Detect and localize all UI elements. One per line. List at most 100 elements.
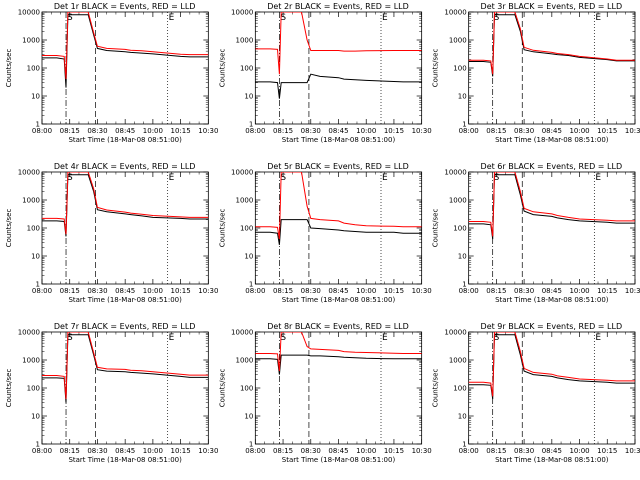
- marker-label-S: S: [67, 173, 73, 183]
- x-tick-label: 08:00: [459, 287, 479, 295]
- x-tick-label: 10:00: [569, 287, 589, 295]
- x-tick-label: 08:15: [273, 447, 293, 455]
- marker-label-S: S: [280, 173, 286, 183]
- panel-title: Det 8r BLACK = Events, RED = LLD: [267, 322, 409, 331]
- x-tick-label: 10:15: [384, 127, 404, 135]
- y-tick-label: 1000: [22, 197, 40, 205]
- detector-panel-1: Det 1r BLACK = Events, RED = LLD 1 10 100 10…: [5, 2, 218, 144]
- panel-title: Det 1r BLACK = Events, RED = LLD: [54, 2, 196, 11]
- marker-label-E: E: [382, 173, 388, 183]
- x-tick-label: 10:30: [198, 287, 218, 295]
- y-tick-label: 100: [453, 385, 466, 393]
- detector-panel-7: Det 7r BLACK = Events, RED = LLD 1 10 100 10…: [5, 322, 218, 464]
- lld-series-line: [468, 12, 635, 75]
- x-tick-label: 08:00: [32, 127, 52, 135]
- x-tick-label: 08:30: [87, 287, 107, 295]
- detector-panel-4: Det 4r BLACK = Events, RED = LLD 1 10 100 10…: [5, 162, 218, 304]
- x-tick-label: 08:30: [301, 127, 321, 135]
- y-tick-label: 1: [36, 121, 40, 129]
- y-axis-label: Counts/sec: [432, 209, 440, 248]
- y-tick-label: 10: [31, 413, 40, 421]
- x-tick-label: 08:30: [87, 447, 107, 455]
- lld-series-line: [42, 12, 209, 80]
- x-tick-label: 08:45: [542, 447, 562, 455]
- lld-series-line: [255, 172, 422, 240]
- marker-label-S: S: [67, 333, 73, 343]
- marker-label-E: E: [595, 333, 601, 343]
- lld-series-line: [42, 332, 209, 400]
- x-tick-label: 08:45: [115, 447, 135, 455]
- y-tick-label: 1: [249, 281, 253, 289]
- y-axis-label: Counts/sec: [218, 209, 226, 248]
- x-tick-label: 08:00: [459, 447, 479, 455]
- x-tick-label: 10:15: [384, 447, 404, 455]
- x-tick-label: 08:15: [486, 287, 506, 295]
- y-tick-label: 1000: [449, 357, 467, 365]
- x-tick-label: 08:00: [245, 447, 265, 455]
- y-tick-label: 100: [240, 225, 253, 233]
- x-tick-label: 08:15: [60, 447, 80, 455]
- x-tick-label: 08:00: [245, 127, 265, 135]
- y-tick-label: 1000: [236, 37, 254, 45]
- x-tick-label: 08:30: [514, 287, 534, 295]
- x-tick-label: 10:15: [171, 127, 191, 135]
- marker-label-S: S: [280, 333, 286, 343]
- marker-label-S: S: [494, 173, 500, 183]
- y-axis-label: Counts/sec: [432, 369, 440, 408]
- lld-series-line: [468, 172, 635, 237]
- y-axis-label: Counts/sec: [5, 49, 13, 88]
- marker-label-E: E: [169, 333, 175, 343]
- y-tick-label: 100: [240, 65, 253, 73]
- y-tick-label: 1: [249, 441, 253, 449]
- x-tick-label: 10:15: [597, 447, 617, 455]
- x-tick-label: 10:30: [198, 447, 218, 455]
- x-tick-label: 10:30: [198, 127, 218, 135]
- x-tick-label: 10:30: [625, 447, 640, 455]
- x-axis-label: Start Time (18-Mar-08 08:51:00): [495, 456, 609, 464]
- x-tick-label: 10:00: [356, 447, 376, 455]
- panel-title: Det 4r BLACK = Events, RED = LLD: [54, 162, 196, 171]
- panel-title: Det 9r BLACK = Events, RED = LLD: [481, 322, 623, 331]
- marker-label-E: E: [382, 13, 388, 23]
- y-tick-label: 10000: [231, 9, 253, 17]
- marker-label-S: S: [67, 13, 73, 23]
- x-tick-label: 10:00: [143, 127, 163, 135]
- y-tick-label: 10000: [444, 169, 466, 177]
- y-tick-label: 10: [31, 93, 40, 101]
- y-tick-label: 10: [244, 413, 253, 421]
- y-tick-label: 1: [462, 121, 466, 129]
- events-series-line: [255, 219, 422, 245]
- y-tick-label: 10000: [18, 169, 40, 177]
- detector-panel-6: Det 6r BLACK = Events, RED = LLD 1 10 100 10…: [432, 162, 640, 304]
- marker-label-E: E: [169, 13, 175, 23]
- x-tick-label: 10:15: [597, 127, 617, 135]
- y-tick-label: 100: [27, 225, 40, 233]
- y-tick-label: 10000: [444, 9, 466, 17]
- marker-label-E: E: [595, 13, 601, 23]
- x-tick-label: 10:15: [171, 447, 191, 455]
- x-tick-label: 08:00: [459, 127, 479, 135]
- y-tick-label: 1000: [449, 37, 467, 45]
- x-tick-label: 10:15: [171, 287, 191, 295]
- x-tick-label: 08:00: [245, 287, 265, 295]
- detector-panel-2: Det 2r BLACK = Events, RED = LLD 1 10 100 10…: [218, 2, 431, 144]
- y-tick-label: 1: [249, 121, 253, 129]
- x-tick-label: 10:30: [625, 127, 640, 135]
- y-axis-label: Counts/sec: [5, 369, 13, 408]
- y-tick-label: 10: [458, 413, 467, 421]
- x-tick-label: 08:15: [486, 447, 506, 455]
- marker-label-S: S: [280, 13, 286, 23]
- y-tick-label: 10: [244, 93, 253, 101]
- x-tick-label: 08:45: [542, 287, 562, 295]
- y-tick-label: 1000: [236, 197, 254, 205]
- x-tick-label: 08:30: [301, 287, 321, 295]
- x-axis-label: Start Time (18-Mar-08 08:51:00): [495, 296, 609, 304]
- detector-panel-9: Det 9r BLACK = Events, RED = LLD 1 10 100 10…: [432, 322, 640, 464]
- x-tick-label: 08:00: [32, 447, 52, 455]
- x-tick-label: 08:45: [328, 287, 348, 295]
- detector-panel-3: Det 3r BLACK = Events, RED = LLD 1 10 100 10…: [432, 2, 640, 144]
- lld-series-line: [42, 172, 209, 235]
- x-tick-label: 10:00: [143, 287, 163, 295]
- x-tick-label: 10:30: [412, 127, 432, 135]
- x-tick-label: 10:15: [597, 287, 617, 295]
